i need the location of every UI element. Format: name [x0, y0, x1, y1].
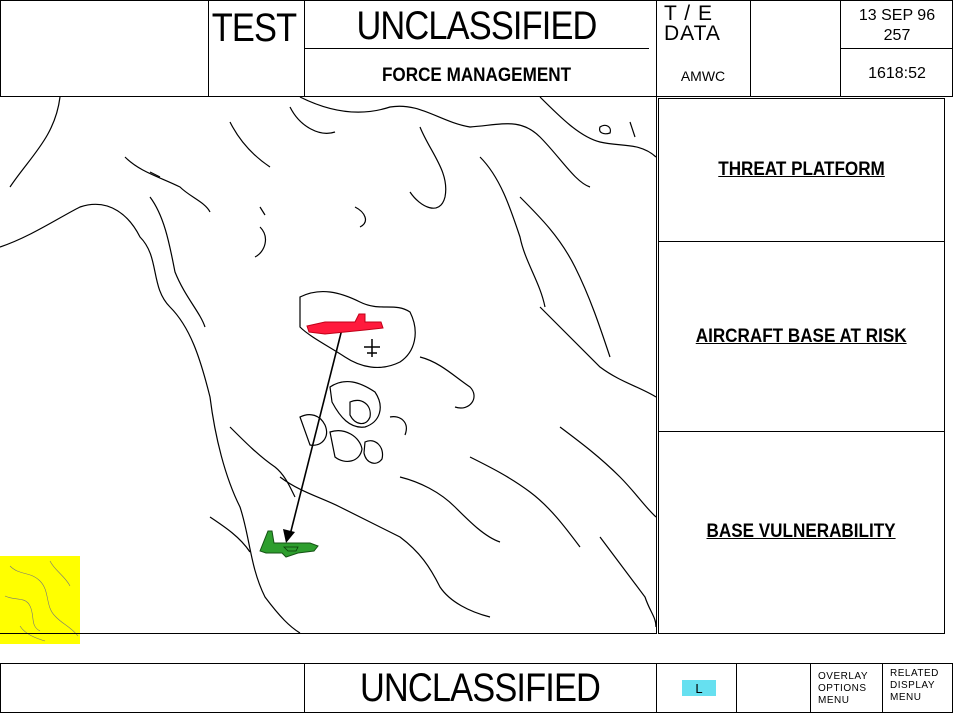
coastlines — [0, 97, 656, 633]
mode-indicator[interactable]: L — [682, 680, 716, 696]
source-label: AMWC — [680, 68, 726, 84]
track-arrow-icon — [283, 328, 343, 543]
base-vulnerability-link[interactable]: BASE VULNERABILITY — [706, 521, 897, 542]
aircraft-base-at-risk-panel[interactable]: AIRCRAFT BASE AT RISK — [659, 242, 944, 432]
overlay-menu-line3: MENU — [818, 695, 850, 706]
page-title: FORCE MANAGEMENT — [381, 65, 572, 86]
threat-platform-panel[interactable]: THREAT PLATFORM — [659, 99, 944, 242]
classification-banner-bottom: UNCLASSIFIED — [359, 665, 601, 710]
te-line1: T / E — [664, 2, 713, 25]
date: 13 SEP 96 — [858, 7, 936, 24]
threat-aircraft-icon[interactable] — [305, 312, 385, 340]
coastline-map — [0, 97, 656, 633]
polar-map[interactable] — [0, 97, 656, 633]
te-data-label: T / E DATA — [664, 2, 750, 48]
related-menu-line1: RELATED — [890, 668, 939, 679]
classification-banner-top: UNCLASSIFIED — [356, 3, 597, 48]
related-menu-line3: MENU — [890, 692, 922, 703]
base-vulnerability-panel[interactable]: BASE VULNERABILITY — [659, 432, 944, 632]
friendly-aircraft-icon[interactable] — [258, 529, 322, 559]
inset-map[interactable] — [0, 556, 80, 644]
te-line2: DATA — [664, 22, 721, 45]
side-panel: THREAT PLATFORM AIRCRAFT BASE AT RISK BA… — [658, 98, 945, 634]
aircraft-base-at-risk-link[interactable]: AIRCRAFT BASE AT RISK — [696, 325, 907, 347]
threat-platform-link[interactable]: THREAT PLATFORM — [718, 159, 885, 180]
marker-icon — [364, 339, 380, 357]
day-number: 257 — [883, 27, 911, 44]
date-display: 13 SEP 96 257 — [841, 4, 953, 48]
related-menu-line2: DISPLAY — [890, 680, 935, 691]
overlay-options-menu-button[interactable]: OVERLAY OPTIONS MENU — [818, 671, 880, 711]
overlay-menu-line2: OPTIONS — [818, 683, 867, 694]
time-display: 1618:52 — [868, 65, 926, 82]
related-display-menu-button[interactable]: RELATED DISPLAY MENU — [890, 668, 952, 710]
inset-coastline — [4, 560, 79, 642]
overlay-menu-line1: OVERLAY — [818, 671, 868, 682]
test-label: TEST — [211, 5, 297, 50]
